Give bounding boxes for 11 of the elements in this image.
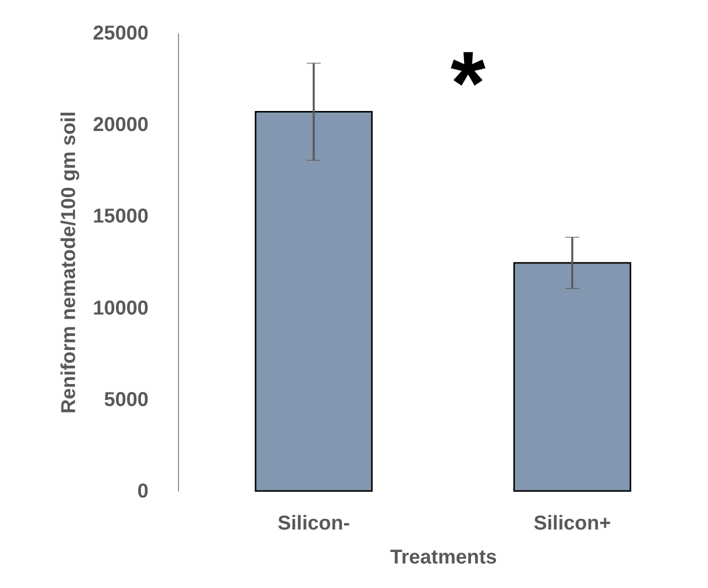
x-axis-title: Treatments [390,546,497,568]
y-tick-label: 5000 [104,388,148,411]
y-tick-label: 15000 [92,206,148,228]
y-tick-label: 10000 [92,297,148,320]
y-tick-label: 25000 [92,22,148,44]
x-tick-label: Silicon- [278,512,350,534]
y-tick-label: 0 [137,480,148,502]
annotation: * [450,34,486,134]
y-tick-label: 20000 [92,114,148,136]
x-tick-label: Silicon+ [534,512,611,534]
y-axis-title: Reniform nematode/100 gm soil [58,111,80,414]
